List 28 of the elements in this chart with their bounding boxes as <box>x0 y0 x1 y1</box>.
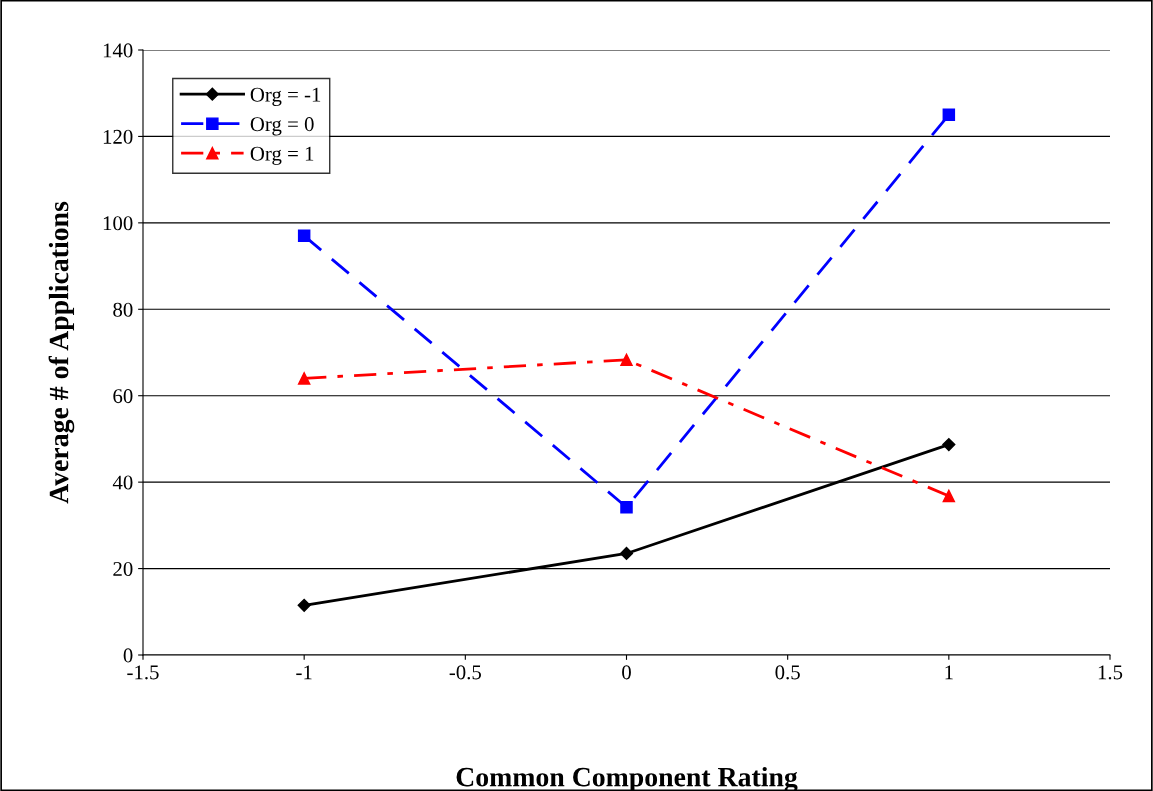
y-tick-label: 20 <box>113 561 133 576</box>
y-tick-label: 0 <box>123 648 133 663</box>
x-tick-label: -0.5 <box>449 665 482 680</box>
y-tick-label: 80 <box>113 302 133 317</box>
x-tick-label: 1.5 <box>1098 665 1123 680</box>
point <box>297 372 311 385</box>
legend-label: Org = 0 <box>250 117 314 136</box>
point <box>620 500 633 514</box>
y-axis-title: Average # of Applications <box>48 201 75 504</box>
x-tick-label: -1 <box>296 665 312 680</box>
point <box>297 229 311 243</box>
point <box>620 353 633 367</box>
y-tick-label: 120 <box>103 129 133 144</box>
point <box>619 546 634 561</box>
x-tick-label: 1 <box>945 665 953 680</box>
point <box>942 489 956 503</box>
x-tick-label: 0.5 <box>775 665 800 680</box>
y-tick-label: 100 <box>103 216 133 231</box>
point <box>297 598 311 612</box>
x-tick-label: 0 <box>622 665 631 680</box>
x-tick-label: -1.5 <box>127 665 159 680</box>
point <box>942 437 956 452</box>
legend-label: Org = -1 <box>250 87 321 106</box>
legend-label: Org = 1 <box>250 146 314 165</box>
point <box>942 108 956 122</box>
y-tick-label: 140 <box>103 43 133 58</box>
y-tick-label: 60 <box>113 389 133 404</box>
y-tick-label: 40 <box>112 475 133 490</box>
